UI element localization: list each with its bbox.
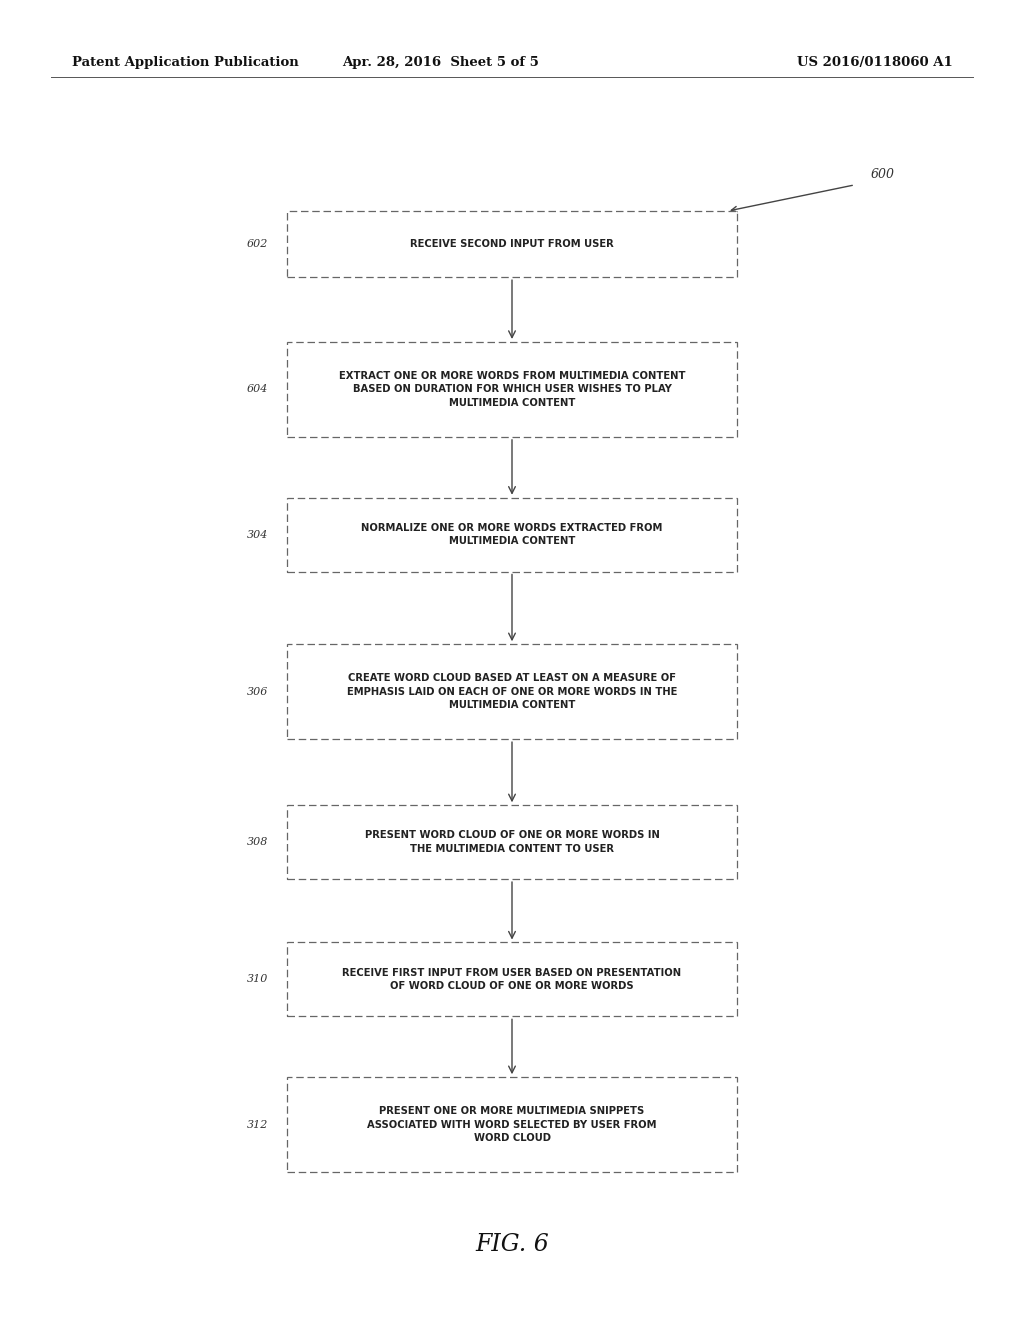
Text: 308: 308 bbox=[247, 837, 268, 847]
Bar bbox=[287, 211, 737, 277]
Text: RECEIVE FIRST INPUT FROM USER BASED ON PRESENTATION
OF WORD CLOUD OF ONE OR MORE: RECEIVE FIRST INPUT FROM USER BASED ON P… bbox=[342, 968, 682, 991]
Text: NORMALIZE ONE OR MORE WORDS EXTRACTED FROM
MULTIMEDIA CONTENT: NORMALIZE ONE OR MORE WORDS EXTRACTED FR… bbox=[361, 523, 663, 546]
Bar bbox=[287, 498, 737, 572]
Text: PRESENT ONE OR MORE MULTIMEDIA SNIPPETS
ASSOCIATED WITH WORD SELECTED BY USER FR: PRESENT ONE OR MORE MULTIMEDIA SNIPPETS … bbox=[368, 1106, 656, 1143]
Text: 306: 306 bbox=[247, 686, 268, 697]
Text: 604: 604 bbox=[247, 384, 268, 395]
Text: US 2016/0118060 A1: US 2016/0118060 A1 bbox=[797, 55, 952, 69]
Bar bbox=[287, 644, 737, 739]
Text: 600: 600 bbox=[870, 168, 894, 181]
Text: 312: 312 bbox=[247, 1119, 268, 1130]
Bar bbox=[287, 942, 737, 1016]
Text: 310: 310 bbox=[247, 974, 268, 985]
Text: EXTRACT ONE OR MORE WORDS FROM MULTIMEDIA CONTENT
BASED ON DURATION FOR WHICH US: EXTRACT ONE OR MORE WORDS FROM MULTIMEDI… bbox=[339, 371, 685, 408]
Text: RECEIVE SECOND INPUT FROM USER: RECEIVE SECOND INPUT FROM USER bbox=[411, 239, 613, 249]
Bar bbox=[287, 805, 737, 879]
Text: CREATE WORD CLOUD BASED AT LEAST ON A MEASURE OF
EMPHASIS LAID ON EACH OF ONE OR: CREATE WORD CLOUD BASED AT LEAST ON A ME… bbox=[347, 673, 677, 710]
Bar bbox=[287, 1077, 737, 1172]
Text: PRESENT WORD CLOUD OF ONE OR MORE WORDS IN
THE MULTIMEDIA CONTENT TO USER: PRESENT WORD CLOUD OF ONE OR MORE WORDS … bbox=[365, 830, 659, 854]
Text: 602: 602 bbox=[247, 239, 268, 249]
Text: 304: 304 bbox=[247, 529, 268, 540]
Bar bbox=[287, 342, 737, 437]
Text: Patent Application Publication: Patent Application Publication bbox=[72, 55, 298, 69]
Text: Apr. 28, 2016  Sheet 5 of 5: Apr. 28, 2016 Sheet 5 of 5 bbox=[342, 55, 539, 69]
Text: FIG. 6: FIG. 6 bbox=[475, 1233, 549, 1257]
